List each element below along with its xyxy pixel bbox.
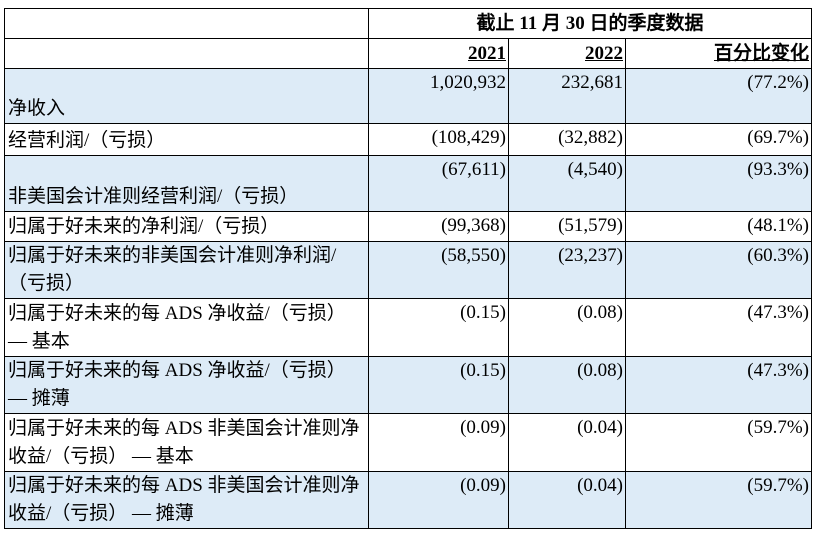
value-change: (69.7%) xyxy=(625,123,812,156)
column-header-change: 百分比变化 xyxy=(625,38,812,69)
row-label: 归属于好未来的每 ADS 净收益/（亏损） — 基本 xyxy=(4,298,369,357)
value-2022: (0.08) xyxy=(508,356,626,414)
header-corner-cell xyxy=(4,8,369,39)
column-header-2021-text: 2021 xyxy=(468,42,506,64)
value-2021: (58,550) xyxy=(368,241,509,299)
table-row: 净收入 1,020,932 232,681 (77.2%) xyxy=(4,68,812,124)
value-2021: (67,611) xyxy=(368,155,509,212)
table-row: 非美国会计准则经营利润/（亏损） (67,611) (4,540) (93.3%) xyxy=(4,155,812,212)
value-2021: (0.15) xyxy=(368,356,509,414)
table-row: 经营利润/（亏损） (108,429) (32,882) (69.7%) xyxy=(4,123,812,156)
value-2021: 1,020,932 xyxy=(368,68,509,124)
value-2022: (23,237) xyxy=(508,241,626,299)
table-body: 截止 11 月 30 日的季度数据 2021 2022 百分比变化 净收入 1,0… xyxy=(4,8,812,529)
table-row: 归属于好未来的净利润/（亏损） (99,368) (51,579) (48.1%) xyxy=(4,211,812,242)
value-change: (47.3%) xyxy=(625,356,812,414)
value-2021: (0.09) xyxy=(368,413,509,472)
value-change: (47.3%) xyxy=(625,298,812,357)
row-label: 净收入 xyxy=(4,68,369,124)
value-change: (93.3%) xyxy=(625,155,812,212)
period-header: 截止 11 月 30 日的季度数据 xyxy=(368,8,812,39)
column-header-2022: 2022 xyxy=(508,38,626,69)
value-2021: (0.09) xyxy=(368,471,509,529)
header-row-columns: 2021 2022 百分比变化 xyxy=(4,38,812,69)
column-header-2022-text: 2022 xyxy=(585,42,623,64)
value-change: (77.2%) xyxy=(625,68,812,124)
row-label: 经营利润/（亏损） xyxy=(4,123,369,156)
value-2022: (32,882) xyxy=(508,123,626,156)
value-2022: (0.04) xyxy=(508,471,626,529)
value-2022: (0.04) xyxy=(508,413,626,472)
row-label: 归属于好未来的非美国会计准则净利润/（亏损） xyxy=(4,241,369,299)
table-row: 归属于好未来的每 ADS 净收益/（亏损） — 摊薄 (0.15) (0.08) (4… xyxy=(4,356,812,414)
column-header-2021: 2021 xyxy=(368,38,509,69)
value-2022: (4,540) xyxy=(508,155,626,212)
table-row: 归属于好未来的非美国会计准则净利润/（亏损） (58,550) (23,237) (6… xyxy=(4,241,812,299)
table-row: 归属于好未来的每 ADS 非美国会计准则净收益/（亏损） — 摊薄 (0.09)(… xyxy=(4,471,812,529)
row-label: 归属于好未来的每 ADS 非美国会计准则净收益/（亏损） — 基本 xyxy=(4,413,369,472)
value-change: (48.1%) xyxy=(625,211,812,242)
row-label: 非美国会计准则经营利润/（亏损） xyxy=(4,155,369,212)
financial-table: 截止 11 月 30 日的季度数据 2021 2022 百分比变化 净收入 1,0… xyxy=(4,8,812,529)
value-change: (60.3%) xyxy=(625,241,812,299)
value-2021: (108,429) xyxy=(368,123,509,156)
value-change: (59.7%) xyxy=(625,413,812,472)
table-row: 归属于好未来的每 ADS 非美国会计准则净收益/（亏损） — 基本 (0.09)(… xyxy=(4,413,812,472)
value-2021: (99,368) xyxy=(368,211,509,242)
row-label: 归属于好未来的净利润/（亏损） xyxy=(4,211,369,242)
value-2022: 232,681 xyxy=(508,68,626,124)
value-2022: (51,579) xyxy=(508,211,626,242)
header-blank-cell xyxy=(4,38,369,69)
header-row-period: 截止 11 月 30 日的季度数据 xyxy=(4,8,812,39)
value-change: (59.7%) xyxy=(625,471,812,529)
row-label: 归属于好未来的每 ADS 非美国会计准则净收益/（亏损） — 摊薄 xyxy=(4,471,369,529)
value-2021: (0.15) xyxy=(368,298,509,357)
table-row: 归属于好未来的每 ADS 净收益/（亏损） — 基本 (0.15) (0.08) (4… xyxy=(4,298,812,357)
row-label: 归属于好未来的每 ADS 净收益/（亏损） — 摊薄 xyxy=(4,356,369,414)
column-header-change-text: 百分比变化 xyxy=(713,42,809,64)
value-2022: (0.08) xyxy=(508,298,626,357)
